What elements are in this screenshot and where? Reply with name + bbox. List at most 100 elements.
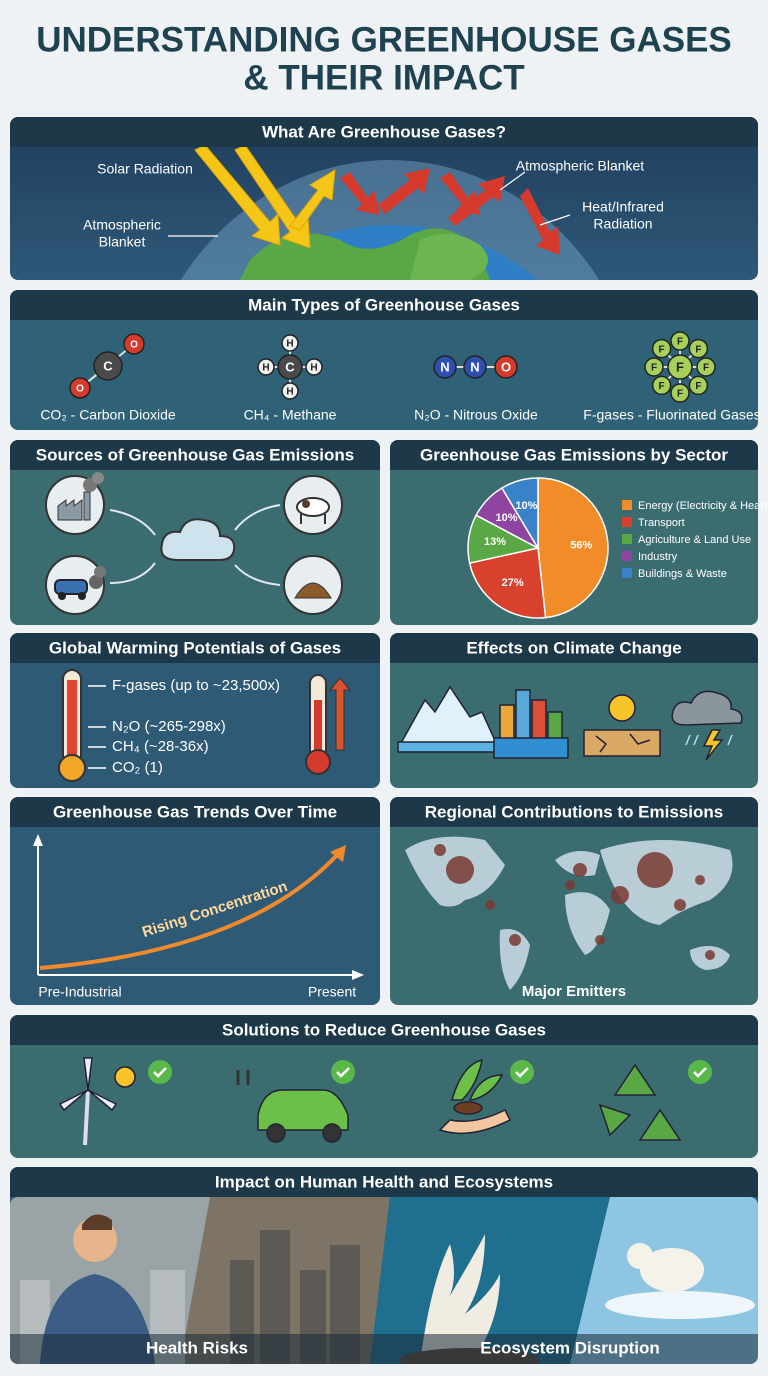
- world-map: Major Emitters: [405, 836, 733, 1000]
- atom: [463, 355, 487, 379]
- title: UNDERSTANDING GREENHOUSE GASES & THEIR I…: [36, 20, 732, 97]
- solutions-illustration-part: [83, 1089, 90, 1146]
- trend-illustration-part: [352, 970, 364, 980]
- atom: [69, 377, 91, 399]
- atom-label: N: [440, 359, 449, 374]
- gwp-illustration-part: [88, 685, 106, 769]
- slice-label: 56%: [570, 540, 592, 552]
- panel: [10, 1015, 758, 1158]
- world-map-part-part: [705, 950, 715, 960]
- atom: [667, 354, 693, 380]
- atom: [93, 351, 123, 381]
- panel-header: [390, 460, 758, 470]
- trend-illustration-part: [330, 845, 346, 862]
- greenhouse-illustration-part-part: [448, 176, 505, 226]
- effects-illustration-part: [671, 690, 743, 726]
- slice-label: 10%: [495, 512, 517, 524]
- solutions-illustration-part-part: [515, 1067, 529, 1078]
- panel-header: [10, 817, 380, 827]
- greenhouse-illustration-part-part: [194, 147, 281, 246]
- legend-label: Industry: [638, 551, 678, 563]
- greenhouse-illustration: [135, 147, 645, 280]
- trend-illustration: [33, 834, 364, 980]
- effects-illustration-part: [397, 741, 499, 753]
- legend-label: Energy (Electricity & Heat): [638, 500, 767, 512]
- panel: [10, 797, 380, 1005]
- world-map-part-part: [637, 852, 673, 888]
- panel-heading: Solutions to Reduce Greenhouse Gases: [222, 1020, 546, 1039]
- panel-heading: Main Types of Greenhouse Gases: [248, 295, 520, 314]
- legend-swatch: [622, 500, 632, 510]
- sources-illustration-part-part: [234, 504, 281, 531]
- panel-header: [10, 653, 380, 663]
- effects-illustration-part: [515, 689, 531, 746]
- solutions-illustration-part: [58, 1057, 118, 1112]
- panel: [10, 290, 758, 430]
- atom-label: F: [703, 363, 709, 374]
- legend-swatch: [622, 517, 632, 527]
- atom-label: H: [286, 339, 293, 350]
- gwp-illustration-part: [328, 677, 352, 751]
- panel-header: [10, 137, 758, 147]
- trend-illustration-part: [33, 834, 43, 846]
- legend-swatch: [622, 534, 632, 544]
- greenhouse-illustration-part: [410, 233, 488, 280]
- gwp-label: N₂O (~265-298x): [112, 718, 226, 735]
- axis-label: Pre-Industrial: [38, 984, 121, 1000]
- atom: [277, 354, 303, 380]
- world-map-part-part: [573, 863, 587, 877]
- panel-header: [390, 653, 758, 663]
- panel-heading: Greenhouse Gas Emissions by Sector: [420, 445, 728, 464]
- sources-illustration-part-part: [109, 562, 156, 584]
- slice-label: 13%: [484, 536, 506, 548]
- gwp-illustration: [58, 669, 352, 782]
- world-map-part-part: [434, 844, 446, 856]
- map-caption: Major Emitters: [522, 983, 626, 1000]
- atom: [257, 358, 275, 376]
- panel-heading: Impact on Human Health and Ecosystems: [215, 1172, 553, 1191]
- world-map-part-part: [485, 900, 495, 910]
- solutions-illustration-part: [236, 1070, 250, 1085]
- label: Blanket: [99, 234, 146, 250]
- sources-illustration-part: [89, 575, 103, 589]
- gas-label: F-gases - Fluorinated Gases: [583, 407, 760, 423]
- greenhouse-illustration-part: [194, 147, 336, 249]
- atom-label: H: [286, 387, 293, 398]
- legend-swatch: [622, 551, 632, 561]
- atom-label: F: [677, 389, 683, 400]
- gwp-illustration-part: [305, 749, 331, 775]
- panel-header: [10, 1187, 758, 1197]
- solutions-illustration-part: [322, 1123, 342, 1143]
- gwp-label: F-gases (up to ~23,500x): [112, 677, 280, 694]
- pie-slice: [500, 477, 539, 551]
- sources-illustration-part: [94, 566, 106, 578]
- world-map-part-part: [509, 934, 521, 946]
- pie-slice: [537, 477, 609, 619]
- atom-label: F: [695, 344, 701, 355]
- sources-illustration-part: [302, 500, 310, 508]
- impact-images-part-part: [10, 1334, 758, 1364]
- atom: [305, 358, 323, 376]
- impact-images-part: [10, 1334, 758, 1364]
- solutions-illustration-part: [148, 1060, 712, 1084]
- sources-illustration-part-part: [109, 509, 156, 536]
- label: Atmospheric Blanket: [516, 158, 645, 174]
- solutions-illustration: [58, 1057, 712, 1146]
- gas-label: N₂O - Nitrous Oxide: [414, 407, 538, 423]
- panel-heading: Effects on Climate Change: [466, 638, 681, 657]
- panel-header: [10, 1035, 758, 1045]
- pie-slice: [468, 547, 547, 619]
- panel-header: [10, 460, 380, 470]
- title-line: & THEIR IMPACT: [243, 58, 524, 97]
- panel-heading: Global Warming Potentials of Gases: [49, 638, 341, 657]
- atom: [688, 375, 709, 396]
- legend-label: Agriculture & Land Use: [638, 534, 751, 546]
- world-map-part-part: [695, 875, 705, 885]
- effects-illustration-part: [595, 733, 651, 753]
- sources-illustration-part-part: [234, 564, 281, 586]
- sources-illustration-part: [294, 582, 332, 599]
- gwp-label: CO₂ (1): [112, 759, 163, 776]
- solutions-illustration-part-part: [153, 1067, 167, 1078]
